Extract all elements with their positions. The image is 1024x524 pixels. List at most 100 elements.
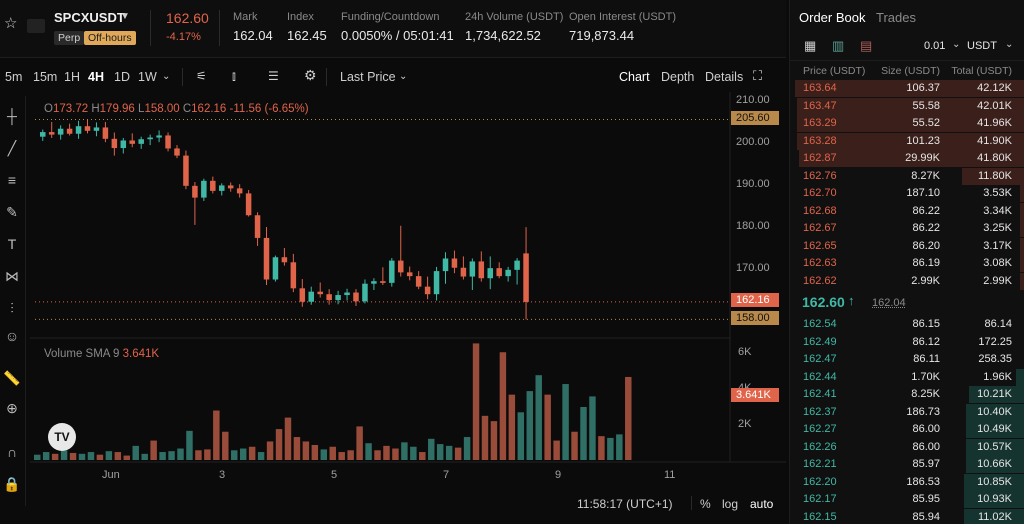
candle-body — [389, 260, 395, 283]
timeframe-1h[interactable]: 1H — [64, 70, 80, 84]
checklist-icon[interactable]: ☰ — [268, 69, 279, 83]
percent-scale-toggle[interactable]: % — [700, 497, 711, 511]
ask-price: 162.68 — [803, 204, 837, 217]
tab-trades[interactable]: Trades — [876, 10, 916, 25]
book-both-view-icon[interactable]: ▦ — [804, 38, 817, 53]
ask-total: 41.90K — [977, 134, 1012, 147]
log-scale-toggle[interactable]: log — [722, 497, 739, 511]
volume-bar — [213, 410, 220, 460]
candle-type-icon[interactable]: ⫾ — [232, 69, 236, 83]
candle-body — [326, 294, 332, 301]
volume-bar — [562, 384, 569, 460]
magnet-icon[interactable]: ∩ — [6, 444, 18, 460]
favorite-star-icon[interactable]: ☆ — [4, 15, 18, 32]
book-asks-view-icon[interactable]: ▤ — [860, 38, 873, 53]
bid-total: 10.66K — [977, 458, 1012, 470]
ask-row[interactable]: 162.62 2.99K 2.99K — [790, 272, 1024, 290]
ruler-icon[interactable]: 📏 — [3, 370, 21, 386]
volume-bar — [311, 444, 319, 460]
timeframe-more-chevron-icon[interactable]: ⌄ — [162, 71, 171, 82]
ask-depth-bar — [799, 150, 1024, 167]
volume-bar — [78, 453, 86, 460]
timeframe-1d[interactable]: 1D — [114, 70, 130, 84]
unit-chevron-icon[interactable]: ⌄ — [1005, 39, 1014, 50]
ask-row[interactable]: 162.63 86.19 3.08K — [790, 255, 1024, 272]
book-bids-view-icon[interactable]: ▥ — [832, 38, 845, 53]
horizontal-lines-icon[interactable]: ≡ — [7, 172, 17, 188]
ask-row[interactable]: 163.47 55.58 42.01K — [790, 97, 1024, 115]
symbol-dropdown-icon[interactable]: ▼ — [120, 11, 130, 22]
tab-chart[interactable]: Chart — [619, 70, 650, 84]
candle-body — [505, 269, 511, 277]
bid-price: 162.47 — [803, 353, 837, 365]
ask-row[interactable]: 163.28 101.23 41.90K — [790, 132, 1024, 150]
emoji-icon[interactable]: ☺ — [4, 328, 20, 344]
ask-row[interactable]: 162.67 86.22 3.25K — [790, 220, 1024, 237]
precision-chevron-icon[interactable]: ⌄ — [952, 39, 961, 50]
auto-scale-toggle[interactable]: auto — [750, 497, 774, 511]
bid-row[interactable]: 162.49 86.12 172.25 — [790, 334, 1024, 351]
candle-body — [174, 148, 180, 156]
precision-select[interactable]: 0.01 — [924, 40, 946, 52]
fib-icon[interactable]: ⫶ — [10, 300, 14, 316]
pattern-icon[interactable]: ⋈ — [5, 268, 19, 284]
ask-row[interactable]: 162.87 29.99K 41.80K — [790, 150, 1024, 167]
bid-row[interactable]: 162.47 86.11 258.35 — [790, 351, 1024, 368]
tab-details[interactable]: Details — [705, 70, 744, 84]
tab-depth[interactable]: Depth — [661, 70, 695, 84]
ask-row[interactable]: 163.64 106.37 42.12K — [790, 80, 1024, 97]
ask-size: 86.19 — [912, 257, 940, 269]
volume-bar — [428, 438, 435, 460]
header-price: Price (USDT) — [803, 65, 866, 77]
volume-sma-value: 3.641K — [122, 348, 160, 360]
candle-body — [406, 272, 413, 277]
bid-price: 162.17 — [803, 493, 837, 505]
bid-row[interactable]: 162.27 86.00 10.49K — [790, 421, 1024, 438]
bid-row[interactable]: 162.20 186.53 10.85K — [790, 473, 1024, 491]
crosshair-icon[interactable]: ┼ — [7, 108, 17, 124]
bid-row[interactable]: 162.21 85.97 10.66K — [790, 456, 1024, 473]
indicator-settings-icon[interactable]: ⚟ — [196, 69, 207, 83]
bid-row[interactable]: 162.44 1.70K 1.96K — [790, 368, 1024, 386]
ask-total: 41.80K — [977, 152, 1012, 164]
ask-total: 3.17K — [983, 239, 1012, 252]
symbol-name[interactable]: SPCXUSDT — [54, 10, 125, 25]
bid-row[interactable]: 162.26 86.00 10.57K — [790, 438, 1024, 456]
timeframe-15m[interactable]: 15m — [33, 70, 58, 84]
text-tool-icon[interactable]: T — [7, 236, 17, 252]
ask-row[interactable]: 162.70 187.10 3.53K — [790, 185, 1024, 202]
price-type-select[interactable]: Last Price — [340, 70, 396, 84]
price-type-chevron-icon[interactable]: ⌄ — [399, 71, 408, 82]
ask-row[interactable]: 162.65 86.20 3.17K — [790, 237, 1024, 255]
bid-row[interactable]: 162.17 85.95 10.93K — [790, 491, 1024, 508]
bid-row[interactable]: 162.41 8.25K 10.21K — [790, 386, 1024, 403]
fullscreen-icon[interactable]: ⛶ — [753, 68, 763, 83]
bid-row[interactable]: 162.15 85.94 11.02K — [790, 508, 1024, 524]
volume-bar — [284, 417, 292, 460]
zoom-in-icon[interactable]: ⊕ — [6, 400, 18, 416]
timeframe-5m[interactable]: 5m — [5, 70, 23, 84]
volume-bar — [69, 452, 77, 460]
mark-label: Mark — [233, 11, 258, 23]
tab-order-book[interactable]: Order Book — [799, 10, 866, 25]
volume-bar — [195, 450, 202, 460]
trendline-icon[interactable]: ╱ — [7, 140, 17, 156]
ask-row[interactable]: 162.76 8.27K 11.80K — [790, 167, 1024, 185]
price-chart[interactable]: O173.72 H179.96 L158.00 C162.16 -11.56 (… — [30, 92, 786, 511]
bid-row[interactable]: 162.37 186.73 10.40K — [790, 403, 1024, 421]
gear-icon[interactable]: ⚙ — [304, 67, 317, 83]
candle-body — [415, 276, 422, 287]
ask-depth-bar — [1020, 220, 1024, 237]
timeframe-4h[interactable]: 4H — [88, 70, 104, 84]
ask-price: 162.65 — [803, 239, 837, 252]
bid-row[interactable]: 162.54 86.15 86.14 — [790, 316, 1024, 333]
brush-icon[interactable]: ✎ — [6, 204, 18, 220]
ask-row[interactable]: 163.29 55.52 41.96K — [790, 115, 1024, 132]
ask-row[interactable]: 162.68 86.22 3.34K — [790, 202, 1024, 220]
chart-canvas[interactable] — [30, 92, 786, 502]
timeframe-1w[interactable]: 1W — [138, 70, 157, 84]
bid-total: 10.57K — [977, 440, 1012, 453]
lock-icon[interactable]: 🔒 — [3, 476, 21, 492]
unit-select[interactable]: USDT — [967, 40, 997, 52]
index-label: Index — [287, 11, 314, 23]
